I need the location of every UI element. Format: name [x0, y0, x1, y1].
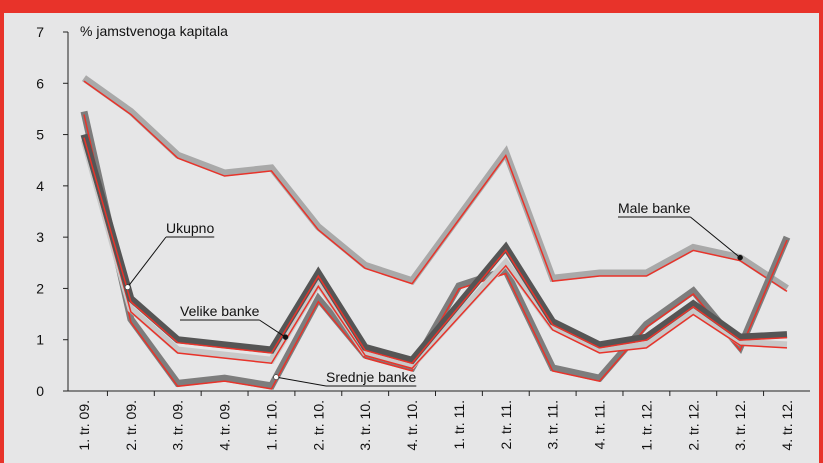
- series-shadow-line: [83, 137, 788, 365]
- label-pointer: [127, 236, 167, 288]
- label-dot: [737, 254, 743, 261]
- x-tick-label: 1. tr. 12.: [638, 400, 654, 451]
- y-tick-label: 4: [36, 178, 44, 194]
- series-line: [81, 75, 789, 292]
- x-tick-label: 2. tr. 09.: [123, 400, 139, 451]
- y-tick-label: 3: [36, 229, 44, 245]
- left-strip: [0, 0, 4, 463]
- y-tick-label: 6: [36, 75, 44, 91]
- series-label: Srednje banke: [326, 369, 417, 385]
- top-bar: [0, 0, 823, 13]
- series-line: [80, 133, 788, 365]
- series-label: Male banke: [618, 200, 691, 216]
- label-dot: [124, 284, 131, 290]
- label-pointer: [690, 216, 741, 259]
- label-dot: [273, 374, 279, 380]
- x-tick-label: 4. tr. 10.: [404, 400, 420, 451]
- y-tick-label: 7: [36, 24, 44, 40]
- x-tick-label: 2. tr. 10.: [310, 400, 326, 451]
- x-tick-label: 3. tr. 09.: [170, 400, 186, 451]
- x-tick-label: 4. tr. 09.: [217, 400, 233, 451]
- series-line: [80, 138, 788, 370]
- x-tick-label: 1. tr. 11.: [451, 400, 467, 450]
- x-tick-label: 3. tr. 12.: [732, 400, 748, 451]
- x-tick-label: 1. tr. 10.: [263, 400, 279, 451]
- series-shadow-line: [83, 80, 788, 293]
- y-tick-label: 2: [36, 280, 44, 296]
- label-pointer: [259, 319, 286, 338]
- x-tick-label: 4. tr. 12.: [779, 400, 795, 451]
- x-tick-label: 2. tr. 11.: [498, 400, 514, 450]
- x-tick-label: 1. tr. 09.: [76, 400, 92, 451]
- y-tick-label: 1: [36, 332, 44, 348]
- x-tick-label: 3. tr. 11.: [545, 400, 561, 450]
- label-pointer: [276, 376, 327, 387]
- x-tick-label: 3. tr. 10.: [357, 400, 373, 451]
- y-tick-label: 5: [36, 127, 44, 143]
- series-shadow-line: [83, 142, 788, 370]
- label-dot: [282, 334, 289, 340]
- series-label: Velike banke: [180, 303, 260, 319]
- right-strip: [819, 0, 823, 463]
- series-label: Ukupno: [166, 220, 214, 236]
- y-tick-label: 0: [36, 383, 44, 399]
- y-axis-label: % jamstvenoga kapitala: [80, 23, 228, 39]
- x-tick-label: 2. tr. 12.: [685, 400, 701, 451]
- x-tick-label: 4. tr. 11.: [592, 400, 608, 450]
